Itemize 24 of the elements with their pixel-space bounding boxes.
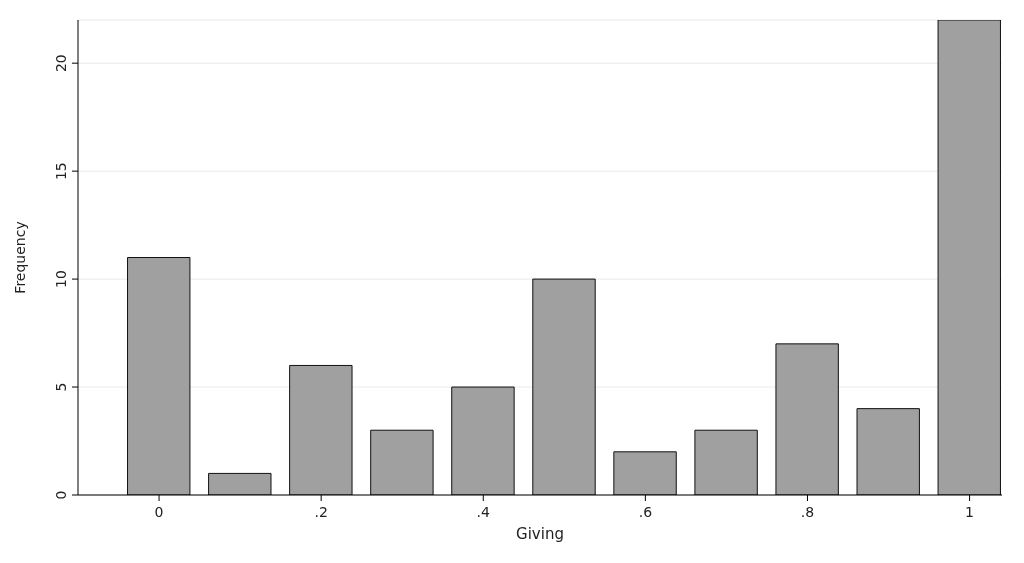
bar bbox=[127, 257, 191, 495]
bar bbox=[937, 20, 1001, 495]
bar bbox=[775, 343, 839, 495]
x-tick-label: 1 bbox=[965, 504, 975, 520]
bar bbox=[370, 429, 434, 495]
bar bbox=[694, 429, 758, 495]
x-tick-label: .4 bbox=[476, 504, 491, 520]
x-tick-label: .6 bbox=[638, 504, 653, 520]
bar bbox=[208, 472, 272, 495]
y-tick-label: 20 bbox=[53, 54, 69, 73]
bar bbox=[451, 386, 515, 495]
x-axis-title: Giving bbox=[516, 525, 564, 543]
y-tick-label: 0 bbox=[53, 490, 69, 500]
bar bbox=[289, 364, 353, 495]
bar bbox=[613, 451, 677, 495]
x-tick-label: 0 bbox=[154, 504, 164, 520]
bar bbox=[856, 408, 920, 495]
x-tick-label: .2 bbox=[314, 504, 328, 520]
y-tick-label: 10 bbox=[53, 270, 69, 288]
x-tick-label: .8 bbox=[800, 504, 815, 520]
y-tick-label: 5 bbox=[53, 382, 69, 392]
y-tick-label: 15 bbox=[53, 162, 69, 181]
bar bbox=[532, 278, 596, 495]
y-axis-title: Frequency bbox=[11, 221, 28, 294]
